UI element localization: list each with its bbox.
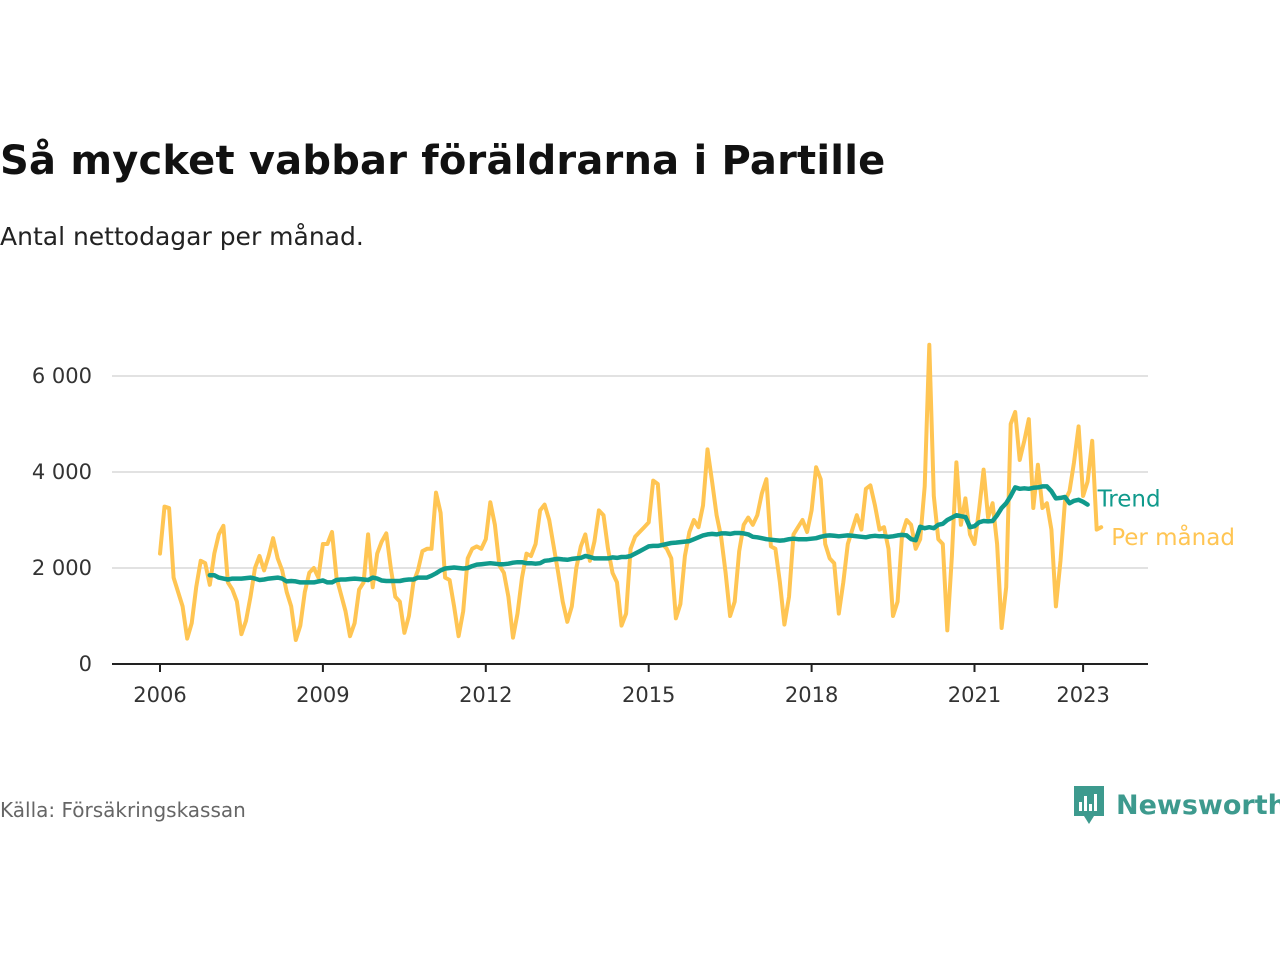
y-tick-label: 6 000 [32,364,92,388]
x-axis: 2006 2009 2012 2015 2018 2021 2023 [112,663,1148,707]
chart-title: Så mycket vabbar föräldrarna i Partille [0,138,886,184]
x-tick-label: 2023 [1056,683,1109,707]
x-tick-label: 2021 [948,683,1001,707]
chart-subtitle: Antal nettodagar per månad. [0,222,364,251]
y-tick-label: 2 000 [32,556,92,580]
x-tick-label: 2006 [133,683,186,707]
brand-name: Newsworthy [1116,789,1280,821]
y-tick-label: 4 000 [32,460,92,484]
grid [112,375,1148,569]
y-tick-label: 0 [79,652,92,676]
series-label-trend: Trend [1097,487,1161,513]
x-tick-label: 2015 [622,683,675,707]
y-axis: 0 2 000 4 000 6 000 [32,364,92,676]
source-note: Källa: Försäkringskassan [0,798,246,822]
brand-logo: Newsworthy [1072,784,1280,826]
x-tick-label: 2012 [459,683,512,707]
series-line-per-manad [158,342,1104,642]
x-tick-label: 2009 [296,683,349,707]
series-line-trend [207,484,1090,585]
x-tick-label: 2018 [785,683,838,707]
newsworthy-logo-icon [1074,786,1104,824]
series-label-per-manad: Per månad [1111,523,1235,551]
series-labels: Per månad Trend [1097,487,1235,552]
series-lines [158,342,1104,642]
